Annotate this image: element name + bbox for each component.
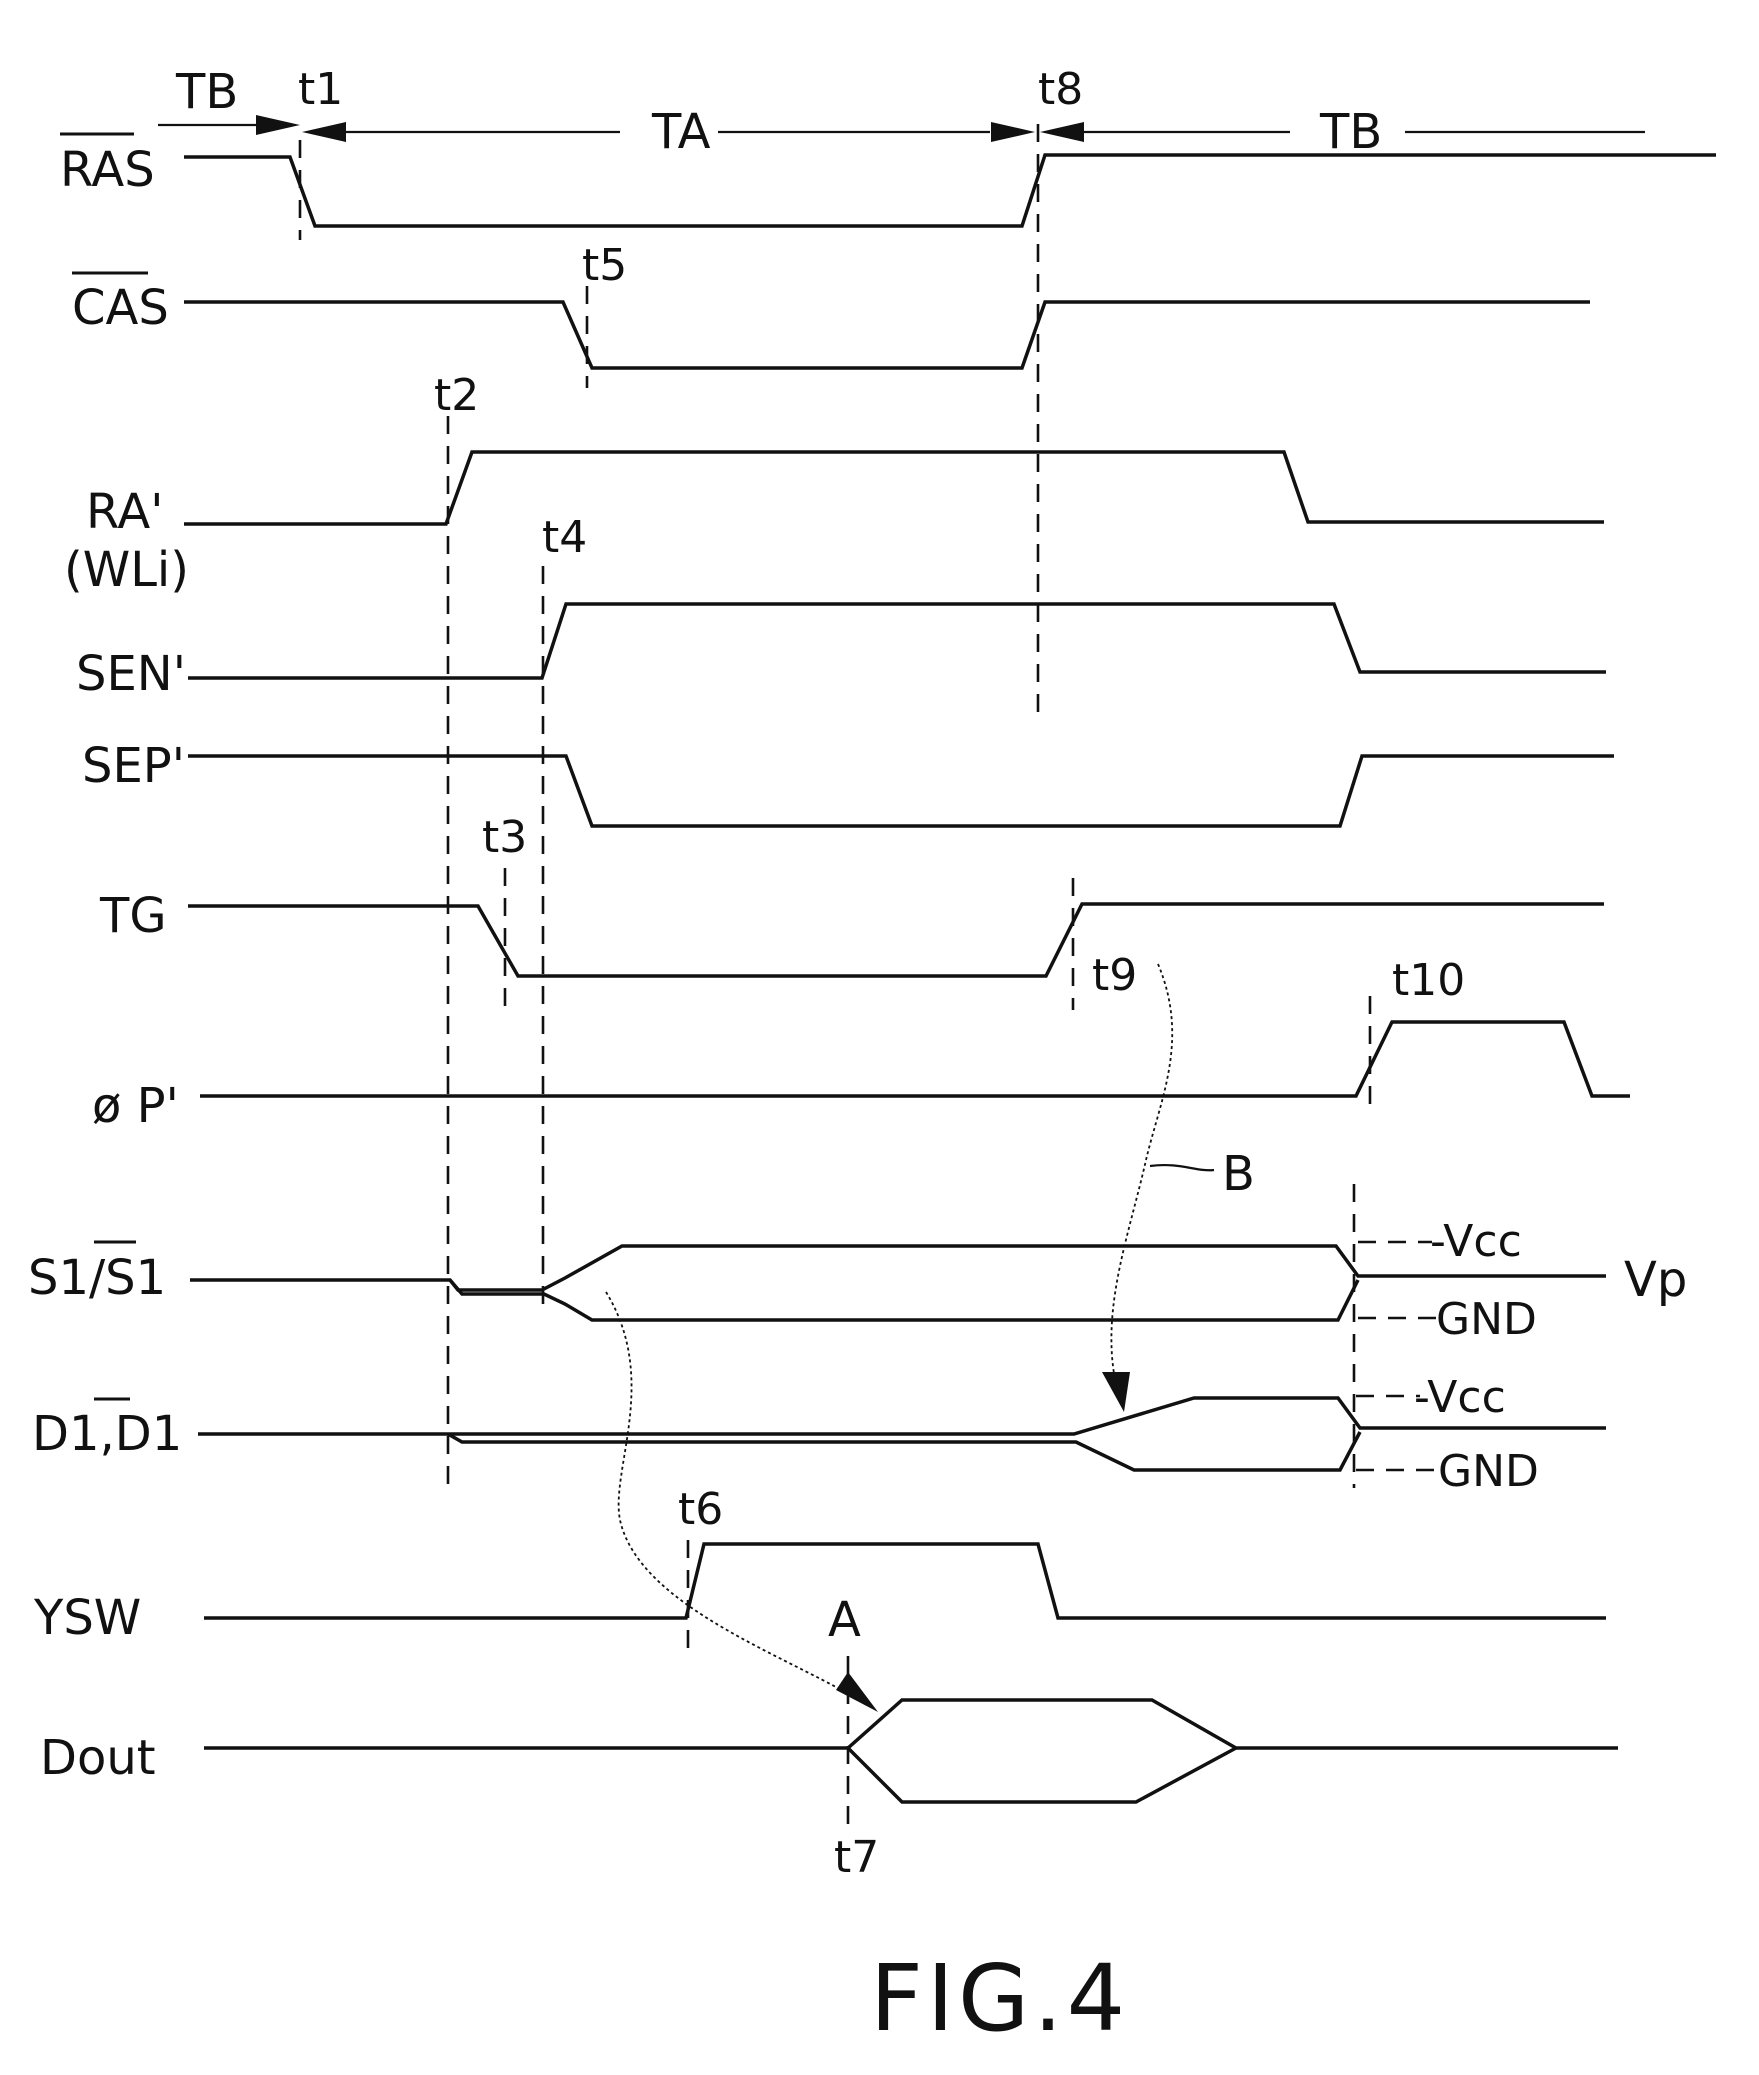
time-t1-label: t1 [298,64,343,115]
time-t9-label: t9 [1092,950,1137,1001]
time-t4-label: t4 [542,512,587,563]
waveform-pp [200,1020,1630,1098]
time-t5-label: t5 [582,240,627,291]
waveform-ra-wli [184,450,1604,526]
marker-b-leader [1149,1164,1215,1172]
level-gnd-s-label: GND [1436,1294,1537,1345]
time-t10-label: t10 [1392,955,1465,1006]
tb-right-arrowhead [1040,122,1084,142]
marker-b-label: B [1222,1146,1255,1202]
signal-ra-label: RA' [86,484,163,540]
period-ta-label: TA [651,104,711,160]
marker-a-label: A [828,1592,861,1648]
signal-s1-label: S1/S1 [28,1250,166,1306]
waveform-dout-upper [204,1698,1618,1750]
waveform-dout-lower [846,1746,1237,1804]
arrow-b-curve [1110,963,1174,1401]
signal-sep-label: SEP' [82,738,185,794]
level-annotations: -Vcc GND Vp -Vcc GND [1356,1216,1687,1497]
signal-labels: RAS CAS RA' (WLi) SEN' SEP' TG ø P' S1/S… [28,132,189,1786]
ta-right-arrowhead [991,122,1035,142]
time-markers [298,124,1372,1826]
time-t7-label: t7 [834,1832,879,1883]
ta-left-arrowhead [302,122,346,142]
signal-tg-label: TG [99,888,167,944]
signal-wli-label: (WLi) [64,542,189,598]
waveforms [184,153,1716,1804]
waveform-sep [188,754,1614,828]
level-gnd-d-label: GND [1438,1446,1539,1497]
arrow-b-head [1102,1372,1130,1412]
signal-d1-label: D1,D1 [32,1406,182,1462]
level-vcc-s-label: -Vcc [1430,1216,1522,1267]
tb-left-arrowhead [256,115,300,135]
level-vp-label: Vp [1624,1252,1687,1308]
waveform-d1-upper [198,1396,1606,1436]
waveform-s1-upper [190,1244,1606,1292]
time-t6-label: t6 [678,1484,723,1535]
period-markers: TB TA TB [158,64,1645,160]
waveform-ysw [204,1542,1606,1620]
time-t8-label: t8 [1038,64,1083,115]
causal-arrows: A B [605,963,1255,1712]
waveform-d1-lower [447,1431,1362,1472]
time-labels: t1 t8 t5 t2 t4 t3 t9 t10 t6 t7 [298,64,1465,1883]
level-vcc-d-label: -Vcc [1414,1372,1506,1423]
period-tb-left-label: TB [175,64,238,120]
waveform-s1-lower [448,1278,1360,1322]
signal-cas-label: CAS [72,280,169,336]
signal-sen-label: SEN' [76,646,186,702]
period-tb-right-label: TB [1319,104,1382,160]
arrow-a-curve [605,1291,869,1707]
waveform-sen [188,602,1606,680]
signal-pp-label: ø P' [92,1078,179,1134]
signal-dout-label: Dout [40,1730,156,1786]
signal-ras-label: RAS [60,142,155,198]
signal-ysw-label: YSW [33,1590,141,1646]
arrow-a-head [836,1672,878,1712]
waveform-tg [188,902,1604,978]
figure-caption: FIG.4 [870,1945,1129,2052]
time-t3-label: t3 [482,812,527,863]
waveform-ras [184,153,1716,228]
waveform-cas [184,300,1590,370]
time-t2-label: t2 [434,370,479,421]
